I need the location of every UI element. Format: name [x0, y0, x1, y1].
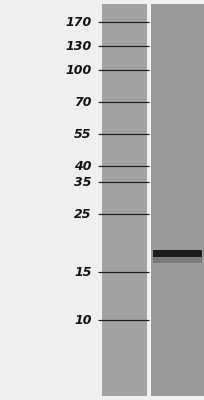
Bar	[150, 4, 204, 396]
Text: 100: 100	[65, 64, 92, 76]
Bar	[102, 4, 147, 396]
Text: 40: 40	[74, 160, 92, 172]
Text: 10: 10	[74, 314, 92, 326]
Text: 55: 55	[74, 128, 92, 140]
Bar	[153, 257, 202, 263]
Text: 170: 170	[65, 16, 92, 28]
Text: 70: 70	[74, 96, 92, 108]
Text: 35: 35	[74, 176, 92, 188]
Text: 25: 25	[74, 208, 92, 220]
Text: 130: 130	[65, 40, 92, 52]
Bar	[153, 250, 202, 257]
Text: 15: 15	[74, 266, 92, 278]
Bar	[149, 4, 151, 396]
